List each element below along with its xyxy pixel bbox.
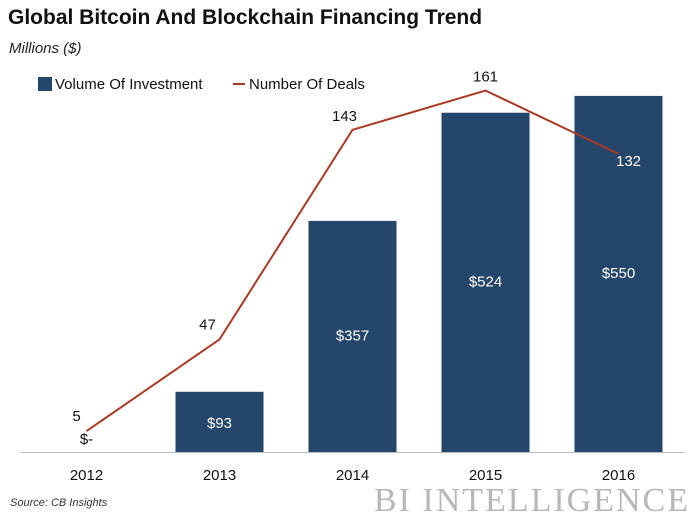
bar-value-label-2016: $550 [602,265,635,282]
chart-legend: Volume Of Investment Number Of Deals [38,76,365,93]
deal-count-label-2015: 161 [473,69,498,86]
bar-2016 [574,95,663,452]
x-axis: 2012 2013 2014 2015 2016 [20,452,685,484]
x-tick-label-2014: 2014 [336,467,369,484]
legend-line-label: Number Of Deals [249,76,365,93]
deal-count-label-2014: 143 [332,108,357,125]
x-tick-label-2015: 2015 [469,467,502,484]
x-tick-label-2012: 2012 [70,467,103,484]
x-tick-label-2016: 2016 [602,467,635,484]
chart-subtitle: Millions ($) [9,40,82,57]
bar-2014 [308,220,397,452]
deal-count-label-2013: 47 [199,316,216,333]
x-tick-label-2013: 2013 [203,467,236,484]
chart-title: Global Bitcoin And Blockchain Financing … [8,6,483,29]
bar-value-label-2012: $- [80,431,93,448]
brand-logo: BI INTELLIGENCE [373,482,690,519]
deal-count-label-2012: 5 [72,408,80,425]
source-note: Source: CB Insights [10,497,108,509]
deals-line [85,89,619,432]
legend-bar-swatch [38,77,52,91]
bar-series: $- $93 $357 $524 $550 [80,95,663,452]
bar-2015 [441,112,530,452]
legend-bar-label: Volume Of Investment [55,76,203,93]
bar-2013 [175,391,264,452]
bar-value-label-2015: $524 [469,273,502,290]
line-series: 5 47 143 161 132 [72,69,641,432]
bar-value-label-2013: $93 [207,415,232,432]
bar-value-label-2014: $357 [336,327,369,344]
deal-count-label-2016: 132 [616,153,641,170]
